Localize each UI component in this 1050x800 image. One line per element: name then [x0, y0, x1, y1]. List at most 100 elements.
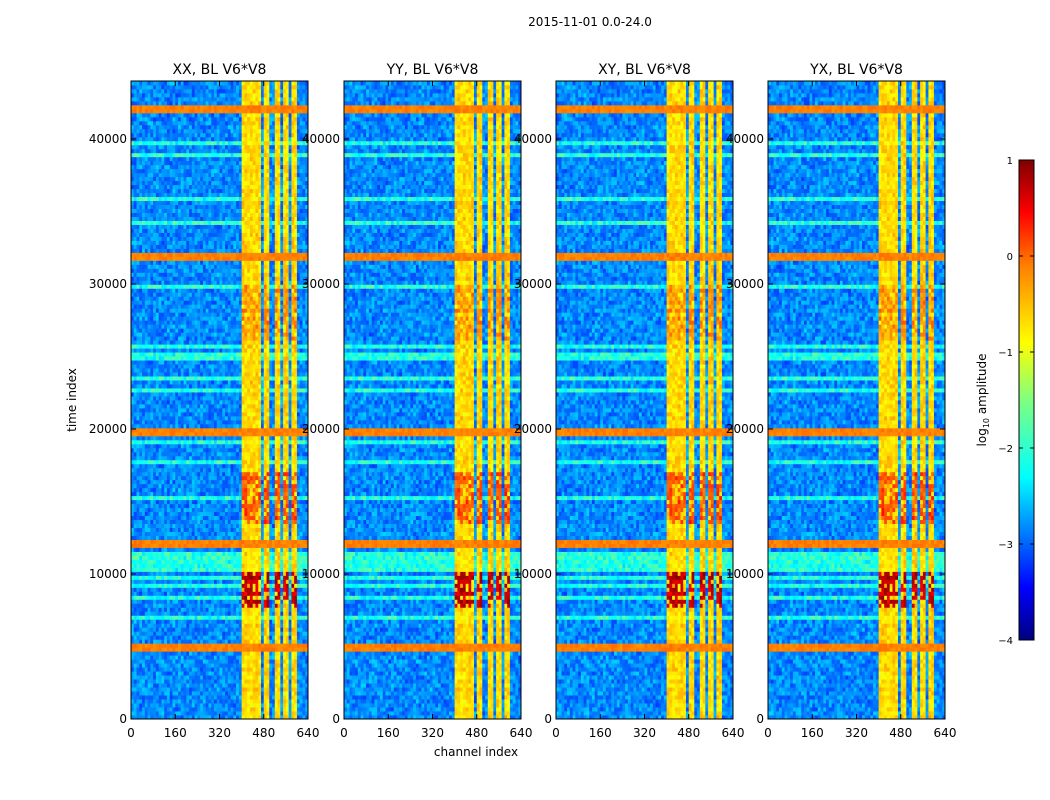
heatmap-cell	[148, 667, 151, 671]
heatmap-cell	[172, 699, 175, 703]
heatmap-cell	[302, 695, 305, 699]
heatmap-cell	[286, 667, 289, 671]
heatmap-cell	[195, 687, 198, 691]
heatmap-cell	[300, 663, 303, 667]
heatmap-cell	[258, 707, 261, 711]
heatmap-cell	[208, 683, 211, 687]
heatmap-cell	[164, 679, 167, 683]
heatmap-cell	[247, 707, 250, 711]
heatmap-cell	[297, 659, 300, 663]
heatmap-cell	[302, 679, 305, 683]
heatmap-cell	[175, 675, 178, 679]
heatmap-cell	[164, 699, 167, 703]
heatmap-cell	[231, 699, 234, 703]
heatmap-cell	[197, 707, 200, 711]
heatmap-cell	[269, 707, 272, 711]
heatmap-cell	[250, 687, 253, 691]
heatmap-cell	[272, 691, 275, 695]
heatmap-cell	[208, 707, 211, 711]
heatmap-cell	[145, 699, 148, 703]
heatmap-cell	[250, 707, 253, 711]
heatmap-cell	[250, 711, 253, 715]
heatmap-cell	[283, 695, 286, 699]
heatmap-cell	[181, 695, 184, 699]
heatmap-cell	[203, 711, 206, 715]
heatmap-cell	[272, 683, 275, 687]
heatmap-cell	[250, 675, 253, 679]
heatmap-cell	[289, 695, 292, 699]
heatmap-cell	[206, 711, 209, 715]
heatmap-cell	[289, 711, 292, 715]
heatmap-cell	[220, 679, 223, 683]
heatmap-cell	[291, 683, 294, 687]
heatmap-cell	[231, 695, 234, 699]
heatmap-cell	[275, 687, 278, 691]
heatmap-cell	[192, 675, 195, 679]
heatmap-cell	[145, 663, 148, 667]
heatmap-cell	[269, 691, 272, 695]
heatmap-cell	[175, 687, 178, 691]
heatmap-cell	[289, 691, 292, 695]
heatmap-cell	[208, 671, 211, 675]
heatmap-cell	[145, 675, 148, 679]
heatmap-cell	[236, 667, 239, 671]
heatmap-cell	[220, 667, 223, 671]
heatmap-cell	[253, 687, 256, 691]
heatmap-cell	[222, 687, 225, 691]
heatmap-cell	[300, 659, 303, 663]
heatmap-cell	[236, 679, 239, 683]
heatmap-cell	[175, 703, 178, 707]
heatmap-cell	[208, 691, 211, 695]
heatmap-cell	[214, 695, 217, 699]
heatmap-cell	[264, 667, 267, 671]
heatmap-cell	[172, 671, 175, 675]
heatmap-cell	[211, 703, 214, 707]
heatmap-cell	[189, 703, 192, 707]
heatmap-cell	[217, 695, 220, 699]
heatmap-cell	[272, 675, 275, 679]
heatmap-cell	[286, 707, 289, 711]
heatmap-cell	[244, 691, 247, 695]
heatmap-cell	[302, 691, 305, 695]
heatmap-cell	[137, 703, 140, 707]
heatmap-cell	[137, 671, 140, 675]
heatmap-cell	[280, 671, 283, 675]
heatmap-cell	[255, 691, 258, 695]
heatmap-cell	[220, 683, 223, 687]
heatmap-cell	[134, 699, 137, 703]
heatmap-cell	[225, 707, 228, 711]
heatmap-cell	[189, 663, 192, 667]
heatmap-cell	[150, 703, 153, 707]
heatmap-cell	[231, 675, 234, 679]
heatmap-cell	[214, 671, 217, 675]
heatmap-cell	[255, 703, 258, 707]
heatmap-cell	[161, 683, 164, 687]
heatmap-cell	[233, 667, 236, 671]
heatmap-cell	[250, 683, 253, 687]
heatmap-cell	[233, 695, 236, 699]
heatmap-cell	[244, 671, 247, 675]
heatmap-cell	[286, 703, 289, 707]
heatmap-cell	[294, 683, 297, 687]
heatmap-cell	[239, 675, 242, 679]
heatmap-cell	[286, 687, 289, 691]
heatmap-cell	[217, 675, 220, 679]
heatmap-cell	[142, 679, 145, 683]
heatmap-cell	[280, 675, 283, 679]
heatmap-cell	[302, 703, 305, 707]
heatmap-cell	[170, 703, 173, 707]
heatmap-cell	[184, 679, 187, 683]
heatmap-cell	[164, 663, 167, 667]
heatmap-cell	[153, 663, 156, 667]
heatmap-cell	[291, 671, 294, 675]
heatmap-cell	[134, 679, 137, 683]
heatmap-cell	[172, 667, 175, 671]
heatmap-cell	[186, 703, 189, 707]
heatmap-cell	[294, 663, 297, 667]
heatmap-cell	[164, 683, 167, 687]
heatmap-cell	[211, 683, 214, 687]
heatmap-cell	[214, 683, 217, 687]
heatmap-cell	[250, 703, 253, 707]
heatmap-cell	[167, 711, 170, 715]
heatmap-cell	[150, 683, 153, 687]
